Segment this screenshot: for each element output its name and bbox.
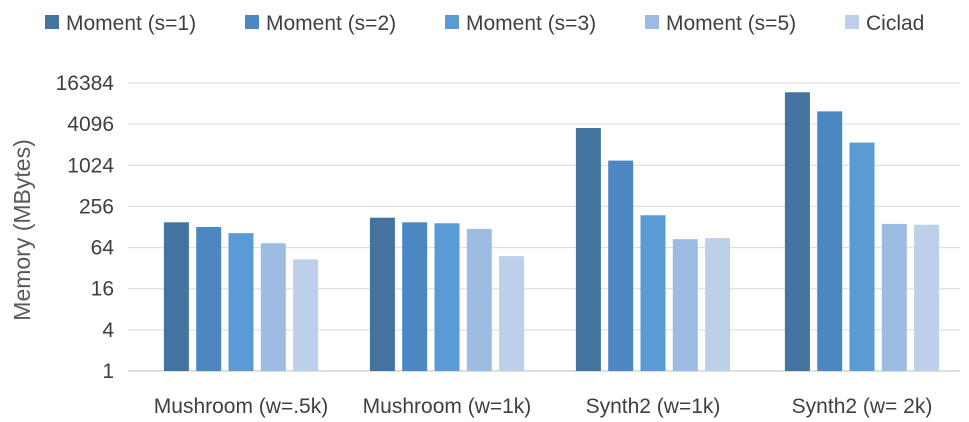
y-axis-title: Memory (MBytes) [9, 139, 35, 320]
bar [434, 223, 460, 371]
y-tick-label: 4 [102, 319, 114, 342]
x-category-label: Synth2 (w=1k) [586, 395, 721, 418]
legend-label: Ciclad [866, 12, 924, 35]
legend-swatch [845, 15, 859, 29]
bar [575, 127, 601, 372]
bar [228, 233, 254, 371]
bar [466, 228, 492, 371]
bar [881, 223, 907, 371]
bar [817, 111, 843, 371]
legend-label: Moment (s=3) [466, 12, 596, 35]
bar [672, 239, 698, 371]
legend-swatch [445, 15, 459, 29]
legend: Moment (s=1) Moment (s=2) Moment (s=3) Mome… [45, 12, 924, 35]
x-category-label: Mushroom (w=.5k) [154, 395, 328, 418]
bar [369, 217, 395, 371]
legend-label: Moment (s=2) [266, 12, 396, 35]
y-tick-label: 64 [91, 237, 115, 260]
y-axis-ticks: 1 4 16 64 256 1024 4096 16384 [56, 72, 115, 383]
y-tick-label: 256 [79, 195, 114, 218]
y-tick-label: 16 [91, 278, 114, 301]
x-category-label: Mushroom (w=1k) [363, 395, 532, 418]
y-tick-label: 4096 [67, 113, 114, 136]
legend-swatch [645, 15, 659, 29]
bar [163, 222, 189, 371]
legend-swatch [45, 15, 59, 29]
legend-swatch [245, 15, 259, 29]
bars [163, 92, 940, 372]
y-tick-label: 1 [102, 360, 114, 383]
bar [499, 256, 525, 371]
bar [608, 160, 634, 371]
bar [640, 215, 666, 371]
y-tick-label: 1024 [67, 154, 114, 177]
bar [705, 238, 731, 371]
bar [260, 243, 286, 371]
bar [914, 224, 940, 371]
bar [402, 222, 428, 371]
y-tick-label: 16384 [56, 72, 115, 95]
legend-label: Moment (s=1) [66, 12, 196, 35]
x-axis-labels: Mushroom (w=.5k) Mushroom (w=1k) Synth2 (w… [154, 395, 933, 418]
bar [293, 259, 319, 371]
x-category-label: Synth2 (w= 2k) [792, 395, 933, 418]
bar [849, 142, 875, 371]
legend-label: Moment (s=5) [666, 12, 796, 35]
bar [196, 227, 222, 371]
bar [784, 92, 810, 371]
